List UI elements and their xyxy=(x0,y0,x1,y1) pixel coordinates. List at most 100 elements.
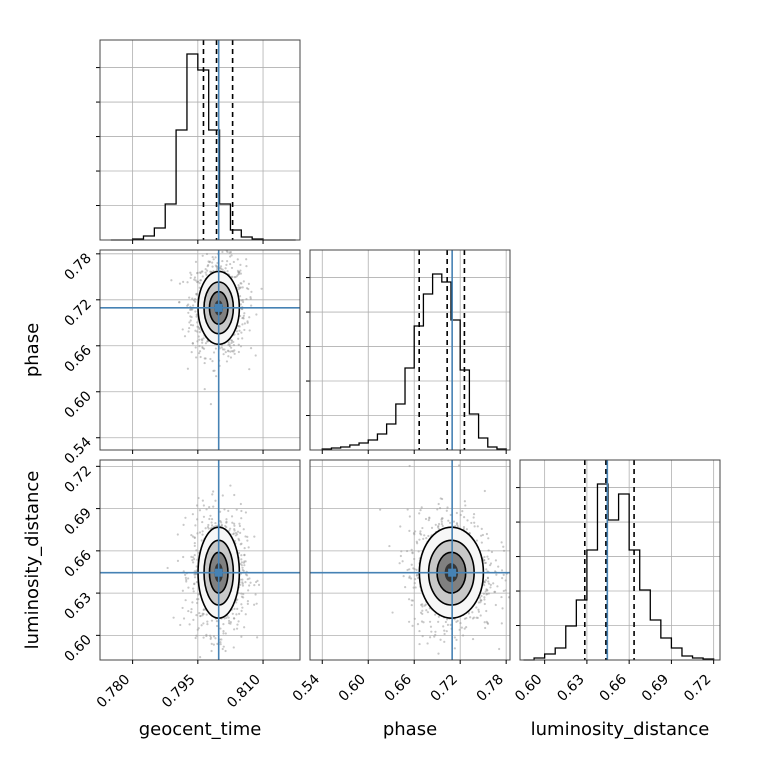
sample-point xyxy=(166,566,169,570)
sample-point xyxy=(226,269,229,273)
sample-point xyxy=(211,261,214,264)
sample-point xyxy=(458,628,461,631)
y-tick-label-phase: 0.60 xyxy=(61,388,94,421)
sample-point xyxy=(237,350,240,354)
sample-point xyxy=(196,321,199,324)
sample-point xyxy=(233,628,236,631)
sample-point xyxy=(195,614,198,617)
sample-point xyxy=(482,592,485,595)
sample-point xyxy=(480,527,483,530)
sample-point xyxy=(214,347,217,350)
sample-point xyxy=(250,290,253,293)
sample-point xyxy=(475,606,478,609)
sample-point xyxy=(412,567,415,570)
sample-point xyxy=(229,527,232,530)
sample-point xyxy=(476,525,479,528)
x-tick-label-luminosity_distance: 0.60 xyxy=(512,672,545,705)
sample-point xyxy=(193,573,196,576)
sample-point xyxy=(437,527,440,530)
sample-point xyxy=(240,299,243,302)
sample-point xyxy=(237,324,240,328)
sample-point xyxy=(239,583,242,586)
sample-point xyxy=(210,521,213,524)
sample-point xyxy=(212,505,215,508)
sample-point xyxy=(420,506,423,509)
sample-point xyxy=(247,282,251,285)
sample-point xyxy=(485,620,488,623)
sample-point xyxy=(196,330,199,333)
sample-point xyxy=(437,652,440,655)
sample-point xyxy=(187,577,190,580)
x-axis-label-phase: phase xyxy=(383,719,437,740)
sample-point xyxy=(176,559,180,562)
sample-point xyxy=(239,269,242,272)
sample-point xyxy=(212,258,215,261)
sample-point xyxy=(414,530,417,533)
sample-point xyxy=(191,308,194,311)
sample-point xyxy=(465,617,468,620)
sample-point xyxy=(189,323,193,327)
sample-point xyxy=(198,509,202,512)
sample-point xyxy=(438,507,442,510)
sample-point xyxy=(242,561,246,564)
sample-point xyxy=(421,605,424,608)
sample-point xyxy=(433,635,436,638)
sample-point xyxy=(198,286,201,289)
sample-point xyxy=(237,284,240,287)
sample-point xyxy=(188,326,191,330)
sample-point xyxy=(191,297,194,300)
sample-point xyxy=(208,634,212,637)
sample-point xyxy=(212,635,216,638)
sample-point xyxy=(485,593,488,596)
sample-point xyxy=(236,258,239,261)
sample-point xyxy=(239,531,242,534)
sample-point xyxy=(421,635,424,638)
sample-point xyxy=(201,254,204,257)
sample-point xyxy=(415,568,418,572)
sample-point xyxy=(202,608,205,612)
sample-point xyxy=(406,508,409,511)
scatter-panel-geocent_time-vs-phase xyxy=(99,249,301,451)
sample-point xyxy=(208,517,211,521)
sample-point xyxy=(197,335,200,338)
sample-point xyxy=(191,304,195,307)
sample-point xyxy=(198,331,201,334)
sample-point xyxy=(237,288,240,291)
sample-point xyxy=(236,273,240,276)
sample-point xyxy=(201,499,204,502)
sample-point xyxy=(500,622,503,625)
sample-point xyxy=(240,595,244,598)
scatter-panel-phase-vs-luminosity_distance xyxy=(309,459,511,661)
sample-point xyxy=(246,602,249,606)
sample-point xyxy=(257,583,261,586)
sample-point xyxy=(249,346,253,350)
sample-point xyxy=(222,645,225,648)
sample-point xyxy=(193,276,197,279)
sample-point xyxy=(193,544,196,548)
sample-point xyxy=(214,521,217,525)
sample-point xyxy=(194,636,197,640)
sample-point xyxy=(487,549,490,552)
sample-point xyxy=(232,533,235,536)
sample-point xyxy=(428,517,431,520)
sample-point xyxy=(416,576,419,580)
sample-point xyxy=(500,569,504,572)
sample-point xyxy=(426,611,430,614)
sample-point xyxy=(237,343,240,346)
x-tick-label-geocent_time: 0.795 xyxy=(159,672,199,712)
sample-point xyxy=(195,292,199,295)
sample-point xyxy=(206,269,209,272)
sample-point xyxy=(402,575,405,578)
sample-point xyxy=(222,629,225,633)
sample-point xyxy=(172,616,175,619)
sample-point xyxy=(232,617,236,620)
sample-point xyxy=(215,375,218,378)
sample-point xyxy=(199,656,202,659)
y-tick-label-luminosity_distance: 0.63 xyxy=(61,590,94,623)
sample-point xyxy=(248,329,251,332)
sample-point xyxy=(237,332,240,336)
sample-point xyxy=(191,513,194,516)
sample-point xyxy=(487,582,491,585)
truth-marker xyxy=(214,303,223,312)
sample-point xyxy=(190,555,193,558)
